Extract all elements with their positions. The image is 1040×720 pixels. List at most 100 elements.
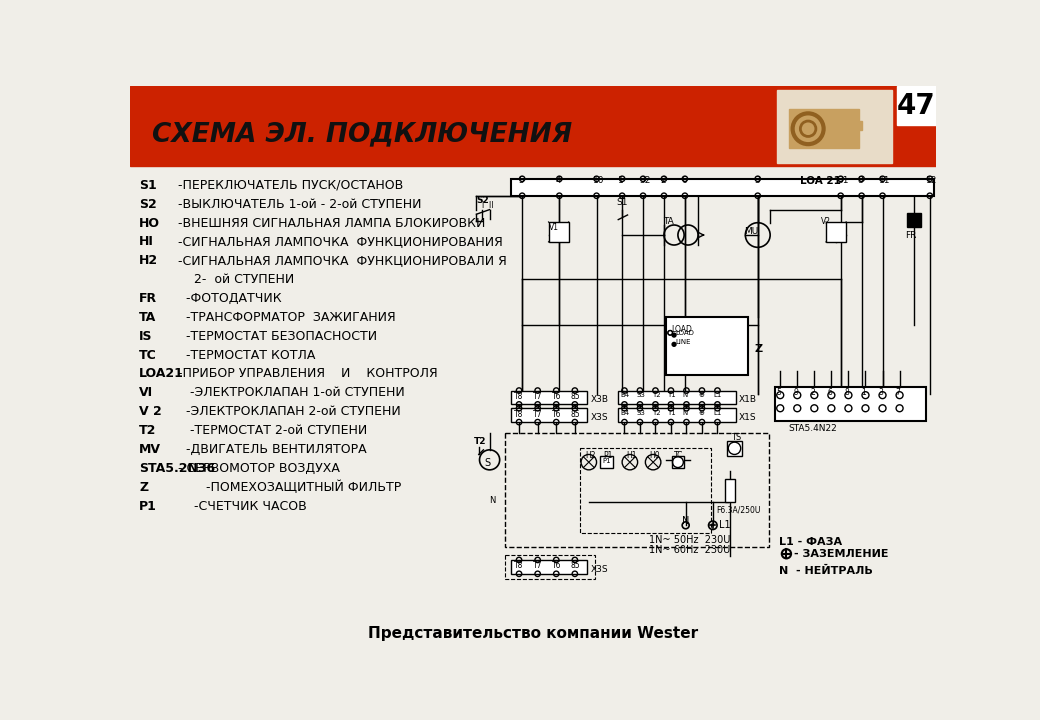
- Bar: [600, 456, 613, 468]
- Text: F6.3A/250U: F6.3A/250U: [716, 505, 760, 514]
- Text: 1: 1: [861, 388, 866, 397]
- Text: LOA 21: LOA 21: [801, 176, 841, 186]
- Bar: [512, 408, 588, 422]
- Text: T1: T1: [667, 410, 676, 415]
- Bar: [725, 479, 734, 502]
- Text: V1: V1: [548, 222, 558, 232]
- Text: 85: 85: [570, 562, 580, 570]
- Text: 3: 3: [754, 176, 759, 185]
- Text: S2: S2: [139, 198, 157, 211]
- Text: 7: 7: [895, 388, 901, 397]
- Bar: [505, 554, 595, 579]
- Text: -ДВИГАТЕЛЬ ВЕНТИЛЯТОРА: -ДВИГАТЕЛЬ ВЕНТИЛЯТОРА: [178, 443, 367, 456]
- Text: T7: T7: [534, 562, 543, 570]
- Text: - ЗАЗЕМЛЕНИЕ: - ЗАЗЕМЛЕНИЕ: [795, 549, 888, 559]
- Bar: [505, 433, 769, 547]
- Text: 47: 47: [898, 91, 936, 120]
- Bar: [777, 90, 892, 163]
- Text: L1: L1: [713, 410, 722, 415]
- Text: 5: 5: [776, 388, 781, 397]
- Text: H1: H1: [626, 451, 636, 459]
- Bar: [826, 222, 847, 242]
- Text: -СИГНАЛЬНАЯ ЛАМПОЧКА  ФУНКЦИОНИРОВАЛИ Я: -СИГНАЛЬНАЯ ЛАМПОЧКА ФУНКЦИОНИРОВАЛИ Я: [178, 254, 506, 267]
- Text: MU: MU: [745, 227, 758, 235]
- Text: N: N: [682, 516, 690, 526]
- Text: LOAD: LOAD: [676, 330, 695, 336]
- Text: S: S: [485, 457, 490, 467]
- Text: -ЭЛЕКТРОКЛАПАН 2-ой СТУПЕНИ: -ЭЛЕКТРОКЛАПАН 2-ой СТУПЕНИ: [178, 405, 400, 418]
- Text: TC: TC: [139, 348, 157, 361]
- Text: FR: FR: [139, 292, 157, 305]
- Text: 8: 8: [858, 176, 863, 185]
- Text: -ТЕРМОСТАТ 2-ой СТУПЕНИ: -ТЕРМОСТАТ 2-ой СТУПЕНИ: [178, 424, 367, 437]
- Text: 4: 4: [555, 176, 562, 185]
- Circle shape: [672, 343, 676, 346]
- Bar: [512, 390, 588, 405]
- Text: T8: T8: [515, 410, 524, 419]
- Text: -ТЕРМОСТАТ КОТЛА: -ТЕРМОСТАТ КОТЛА: [178, 348, 315, 361]
- Bar: [667, 318, 748, 375]
- Bar: [907, 213, 920, 228]
- Text: НО: НО: [139, 217, 160, 230]
- Text: TS: TS: [731, 433, 740, 442]
- Text: 2: 2: [660, 176, 666, 185]
- Text: X1B: X1B: [738, 395, 756, 404]
- Text: B4: B4: [621, 392, 629, 398]
- Text: T7: T7: [534, 392, 543, 401]
- Text: MV: MV: [139, 443, 161, 456]
- Text: T2: T2: [652, 410, 660, 415]
- Text: N: N: [490, 496, 496, 505]
- Text: -ПОМЕХОЗАЩИТНЫЙ ФИЛЬТР: -ПОМЕХОЗАЩИТНЫЙ ФИЛЬТР: [178, 481, 401, 494]
- Bar: [512, 560, 588, 574]
- Bar: [775, 387, 926, 421]
- Text: N: N: [682, 392, 687, 398]
- Bar: [579, 449, 711, 533]
- Text: 10: 10: [593, 176, 604, 185]
- Text: X3S: X3S: [591, 413, 608, 422]
- Text: 85: 85: [570, 392, 580, 401]
- Text: V2: V2: [822, 217, 831, 225]
- Text: T2: T2: [139, 424, 157, 437]
- Text: X1S: X1S: [738, 413, 756, 422]
- Text: -ПРИБОР УПРАВЛЕНИЯ    И    КОНТРОЛЯ: -ПРИБОР УПРАВЛЕНИЯ И КОНТРОЛЯ: [178, 367, 438, 380]
- Text: S3: S3: [636, 410, 645, 415]
- Text: T1: T1: [667, 392, 676, 398]
- Text: -СИГНАЛЬНАЯ ЛАМПОЧКА  ФУНКЦИОНИРОВАНИЯ: -СИГНАЛЬНАЯ ЛАМПОЧКА ФУНКЦИОНИРОВАНИЯ: [178, 235, 502, 248]
- Text: 9: 9: [794, 388, 798, 397]
- Text: 85: 85: [570, 410, 580, 419]
- Text: 31: 31: [837, 176, 849, 185]
- Text: B4: B4: [621, 410, 629, 415]
- Bar: [512, 179, 934, 196]
- Text: S1: S1: [616, 198, 627, 207]
- Text: СХЕМА ЭЛ. ПОДКЛЮЧЕНИЯ: СХЕМА ЭЛ. ПОДКЛЮЧЕНИЯ: [152, 121, 572, 147]
- Text: TC: TC: [674, 451, 683, 459]
- Text: 11: 11: [879, 176, 890, 185]
- Text: -СЧЕТЧИК ЧАСОВ: -СЧЕТЧИК ЧАСОВ: [178, 500, 307, 513]
- Text: S1: S1: [139, 179, 157, 192]
- Text: -ЭЛЕКТРОКЛАПАН 1-ой СТУПЕНИ: -ЭЛЕКТРОКЛАПАН 1-ой СТУПЕНИ: [178, 387, 405, 400]
- Text: 1: 1: [618, 176, 624, 185]
- Text: X3S: X3S: [591, 564, 608, 574]
- Bar: [618, 390, 736, 405]
- Text: T6: T6: [551, 410, 562, 419]
- Text: T2: T2: [474, 437, 487, 446]
- Text: - СЕРВОМОТОР ВОЗДУХА: - СЕРВОМОТОР ВОЗДУХА: [178, 462, 340, 474]
- Text: ⊕: ⊕: [698, 392, 704, 398]
- Text: P1: P1: [603, 451, 613, 459]
- Text: TA: TA: [664, 217, 674, 225]
- Text: HI: HI: [139, 235, 154, 248]
- Text: FR: FR: [905, 231, 916, 240]
- Text: IS: IS: [139, 330, 153, 343]
- Text: 5: 5: [518, 176, 524, 185]
- Text: L1: L1: [713, 392, 722, 398]
- Bar: [898, 86, 936, 125]
- Text: 6: 6: [828, 388, 832, 397]
- Bar: [788, 109, 858, 148]
- Text: -ТЕРМОСТАТ БЕЗОПАСНОСТИ: -ТЕРМОСТАТ БЕЗОПАСНОСТИ: [178, 330, 378, 343]
- Text: T8: T8: [515, 392, 524, 401]
- Bar: [672, 456, 684, 468]
- Text: 2: 2: [810, 388, 815, 397]
- Text: S3: S3: [636, 392, 645, 398]
- Text: N  - НЕЙТРАЛЬ: N - НЕЙТРАЛЬ: [779, 566, 873, 576]
- Text: 8: 8: [844, 388, 850, 397]
